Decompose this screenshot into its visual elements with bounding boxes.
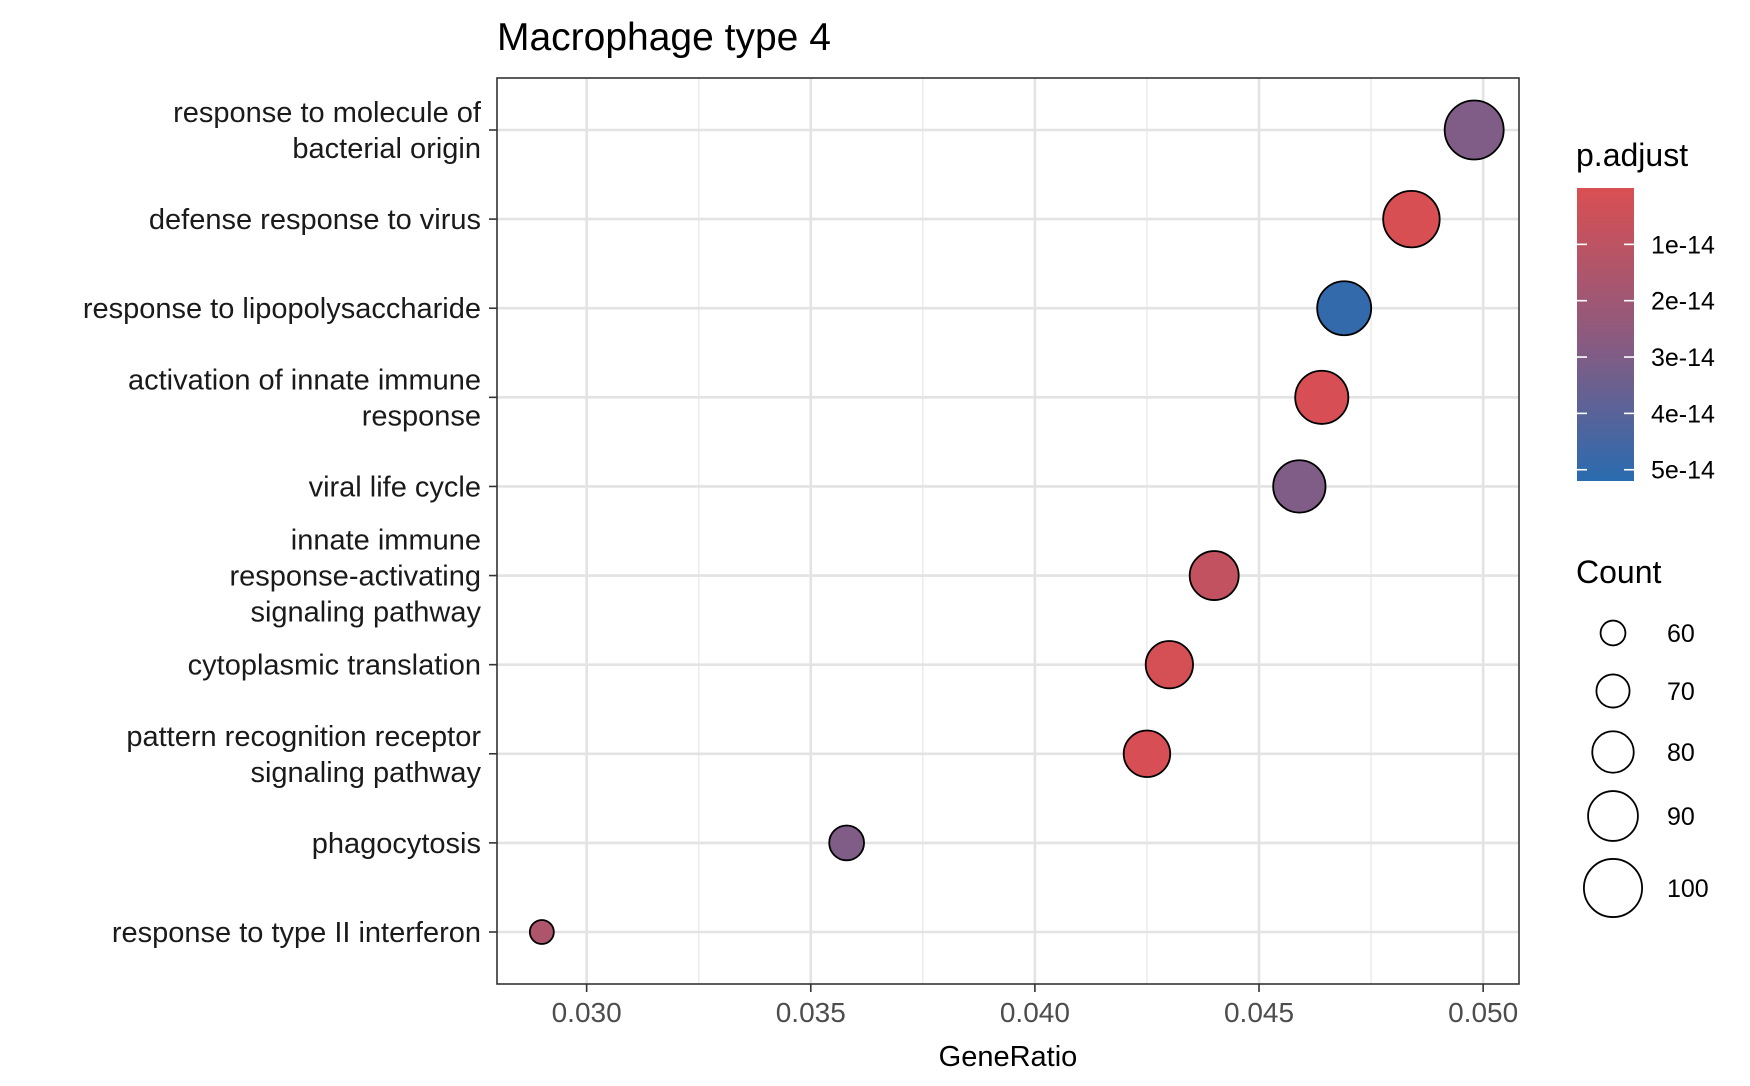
size-legend-key bbox=[1583, 858, 1643, 918]
data-point bbox=[1122, 729, 1172, 778]
size-legend-key bbox=[1599, 619, 1627, 647]
colorbar-label: 2e-14 bbox=[1651, 288, 1715, 316]
y-tick-label: response to lipopolysaccharide bbox=[83, 293, 481, 325]
chart-title: Macrophage type 4 bbox=[497, 16, 831, 59]
x-axis-title: GeneRatio bbox=[939, 1041, 1078, 1073]
legend-padjust: p.adjust 1e-14 2e-14 3e-14 4e-14 5e-14 bbox=[1576, 137, 1715, 485]
data-point bbox=[1188, 550, 1240, 601]
x-tick-label: 0.035 bbox=[776, 997, 846, 1028]
legend-count: Count 60 70 80 90 100 bbox=[1576, 554, 1709, 918]
y-tick-label: pattern recognition receptor signaling pa… bbox=[126, 721, 481, 789]
size-legend-label: 70 bbox=[1667, 678, 1695, 706]
size-legend-label: 100 bbox=[1667, 875, 1709, 903]
grid-minor bbox=[697, 78, 1372, 984]
y-tick-label: phagocytosis bbox=[312, 828, 481, 860]
size-legend-label: 80 bbox=[1667, 739, 1695, 767]
size-legend-key bbox=[1595, 673, 1631, 709]
y-tick-label: innate immune response-activating signalin… bbox=[230, 525, 482, 629]
y-tick-label: response to type II interferon bbox=[112, 917, 481, 949]
data-points bbox=[528, 99, 1505, 945]
legend-count-title: Count bbox=[1576, 554, 1662, 590]
y-tick-label: response to molecule of bacterial origin bbox=[173, 97, 482, 165]
data-point bbox=[1382, 189, 1441, 249]
data-point bbox=[1272, 459, 1327, 514]
size-legend-label: 90 bbox=[1667, 803, 1695, 831]
data-point bbox=[1294, 369, 1350, 425]
data-point bbox=[828, 824, 865, 862]
size-legend-key bbox=[1587, 790, 1639, 842]
x-tick-label: 0.050 bbox=[1448, 997, 1518, 1028]
y-tick-label: defense response to virus bbox=[149, 204, 481, 236]
legend-padjust-title: p.adjust bbox=[1576, 137, 1688, 173]
colorbar-label: 5e-14 bbox=[1651, 457, 1715, 485]
y-tick-label: activation of innate immune response bbox=[128, 364, 481, 432]
plot-border bbox=[496, 77, 1520, 985]
legend-padjust-colorbar bbox=[1577, 188, 1634, 481]
data-point bbox=[1144, 640, 1194, 690]
size-legend-label: 60 bbox=[1667, 620, 1695, 648]
x-axis: 0.030 0.035 0.040 0.045 0.050 bbox=[552, 984, 1518, 1028]
y-axis: response to molecule of bacterial origin d… bbox=[83, 97, 497, 949]
colorbar-label: 3e-14 bbox=[1651, 344, 1715, 372]
y-tick-label: viral life cycle bbox=[309, 471, 481, 503]
data-point bbox=[1316, 280, 1373, 337]
data-point bbox=[528, 919, 555, 945]
y-tick-label: cytoplasmic translation bbox=[188, 650, 481, 682]
x-tick-label: 0.040 bbox=[1000, 997, 1070, 1028]
x-tick-label: 0.045 bbox=[1224, 997, 1294, 1028]
data-point bbox=[1443, 99, 1505, 161]
x-tick-label: 0.030 bbox=[552, 997, 622, 1028]
colorbar-label: 1e-14 bbox=[1651, 231, 1715, 259]
colorbar-label: 4e-14 bbox=[1651, 400, 1715, 428]
plot-panel bbox=[497, 78, 1519, 984]
size-legend-key bbox=[1591, 730, 1635, 774]
